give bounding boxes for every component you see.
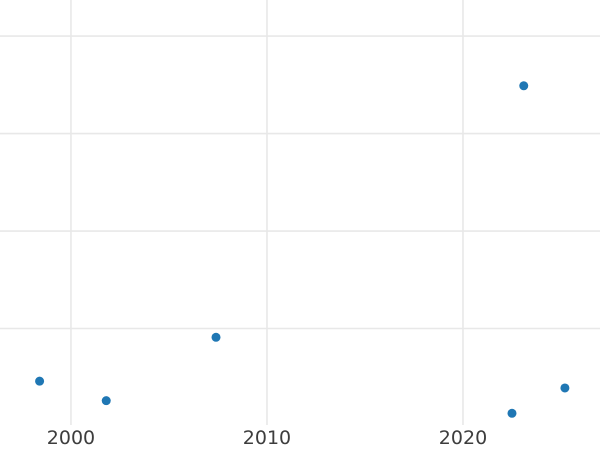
data-point [507,408,517,418]
data-point [560,383,570,393]
data-point [519,81,529,91]
data-point [35,376,45,386]
chart-canvas [0,0,600,425]
x-tick-label: 2020 [438,427,488,449]
plot-area [0,0,600,425]
x-tick-label: 2000 [46,427,96,449]
data-point [211,332,221,342]
x-axis: 2000 2010 2020 [0,425,600,450]
data-point [101,396,111,406]
x-tick-label: 2010 [242,427,292,449]
